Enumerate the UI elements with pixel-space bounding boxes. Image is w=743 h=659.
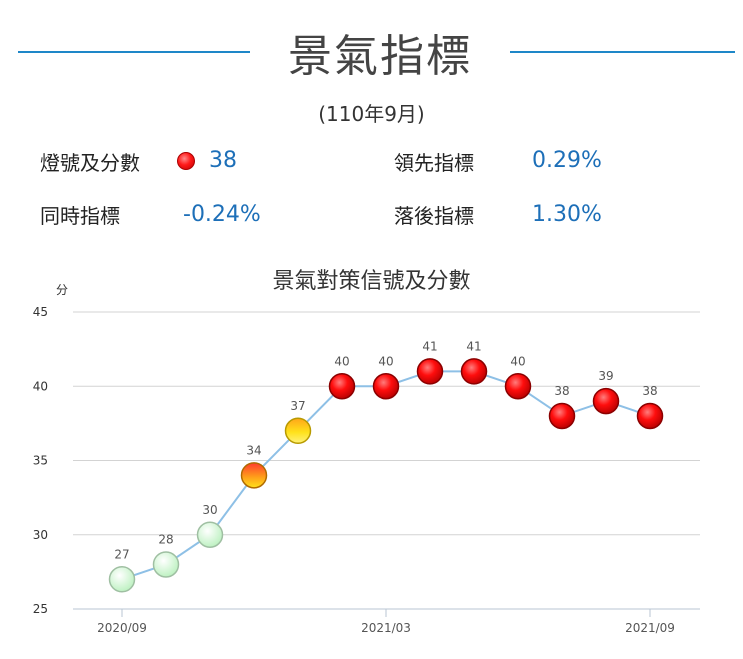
data-point-red	[328, 373, 356, 400]
data-point-green	[108, 566, 136, 593]
y-tick-label: 40	[33, 379, 48, 393]
data-label: 34	[246, 443, 261, 457]
x-tick-label: 2021/03	[361, 621, 411, 635]
data-point-yellow	[284, 417, 312, 445]
data-point-red	[504, 373, 532, 400]
data-label: 28	[158, 532, 173, 546]
signal-value: 38	[209, 148, 237, 173]
lagging-value: 1.30%	[532, 202, 602, 227]
y-tick-label: 30	[33, 528, 48, 542]
data-point-red	[548, 402, 576, 430]
y-tick-label: 25	[33, 602, 48, 616]
title-rule-left	[18, 51, 250, 53]
title-rule-right	[510, 51, 735, 53]
lagging-label: 落後指標	[394, 204, 474, 228]
data-point-red	[592, 387, 620, 415]
data-label: 37	[290, 399, 305, 413]
data-point-green	[152, 551, 180, 578]
signal-dot-icon	[177, 152, 195, 170]
series-line	[121, 370, 651, 581]
page-title: 景氣指標	[288, 31, 472, 82]
period-label: (110年9月)	[318, 102, 425, 126]
data-label: 41	[422, 339, 437, 353]
data-point-red	[372, 373, 400, 400]
data-label: 39	[598, 369, 613, 383]
signal-line-chart: 分 25 30 35 40 45 2020/09 2021/03 2021/09 27 28 30 3…	[33, 283, 700, 635]
data-label: 40	[334, 354, 349, 368]
x-tick-label: 2020/09	[97, 621, 147, 635]
y-axis-unit: 分	[56, 283, 68, 297]
header: 景氣指標	[0, 0, 743, 100]
data-label: 30	[202, 503, 217, 517]
data-point-red	[460, 358, 488, 385]
chart-title: 景氣對策信號及分數	[272, 269, 471, 294]
signal-label: 燈號及分數	[40, 151, 140, 175]
y-tick-label: 35	[33, 454, 48, 468]
data-label: 40	[510, 354, 525, 368]
leading-value: 0.29%	[532, 148, 602, 173]
x-tick-label: 2021/09	[625, 621, 675, 635]
data-label: 41	[466, 339, 481, 353]
data-label: 40	[378, 354, 393, 368]
leading-label: 領先指標	[394, 151, 474, 175]
data-label: 38	[642, 384, 657, 398]
y-tick-label: 45	[33, 305, 48, 319]
data-label: 38	[554, 384, 569, 398]
data-point-green	[196, 521, 224, 548]
data-point-red	[416, 358, 444, 385]
coincident-value: -0.24%	[183, 202, 261, 227]
data-point-yellow-red	[240, 462, 268, 489]
data-point-red	[636, 402, 664, 430]
coincident-label: 同時指標	[40, 204, 120, 228]
data-label: 27	[114, 547, 129, 561]
